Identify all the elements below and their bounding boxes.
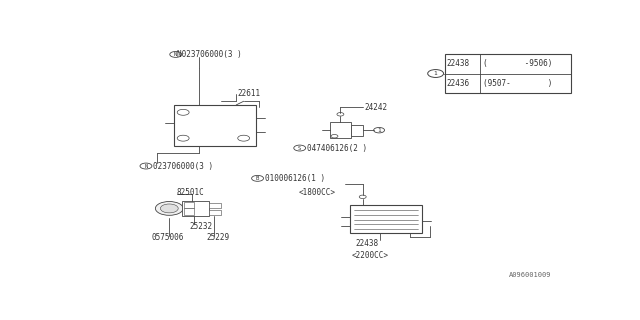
Text: 22611: 22611	[237, 89, 261, 98]
Circle shape	[237, 135, 250, 141]
Text: N: N	[174, 52, 177, 57]
Bar	[350, 205, 422, 233]
Text: 25229: 25229	[207, 234, 230, 243]
Circle shape	[337, 113, 344, 116]
Text: 22438: 22438	[355, 239, 378, 248]
Text: 22438: 22438	[447, 60, 470, 68]
Text: N023706000(3 ): N023706000(3 )	[177, 50, 241, 59]
Text: (        -9506): ( -9506)	[483, 60, 552, 68]
Circle shape	[170, 52, 182, 57]
Bar	[209, 210, 221, 215]
Bar	[330, 122, 351, 138]
Text: <1800CC>: <1800CC>	[298, 188, 335, 197]
Text: 1: 1	[434, 71, 438, 76]
Text: 25232: 25232	[189, 222, 212, 231]
Text: 22436: 22436	[447, 78, 470, 88]
Text: <2200CC>: <2200CC>	[352, 251, 389, 260]
Circle shape	[177, 109, 189, 115]
Circle shape	[374, 127, 385, 133]
Text: 1: 1	[377, 128, 381, 133]
Text: N: N	[145, 164, 148, 169]
Bar	[184, 202, 194, 208]
Text: A096001009: A096001009	[509, 272, 552, 278]
Circle shape	[331, 134, 338, 138]
Text: 023706000(3 ): 023706000(3 )	[154, 162, 214, 171]
Text: 24242: 24242	[364, 103, 387, 112]
Bar	[209, 204, 221, 208]
Bar	[174, 105, 256, 146]
Text: 0575006: 0575006	[152, 234, 184, 243]
Circle shape	[177, 135, 189, 141]
Bar	[184, 208, 194, 215]
Text: B: B	[256, 176, 259, 181]
Text: 047406126(2 ): 047406126(2 )	[307, 144, 367, 153]
Circle shape	[294, 145, 306, 151]
Circle shape	[156, 202, 183, 215]
Circle shape	[428, 69, 444, 77]
Circle shape	[161, 204, 178, 213]
Circle shape	[252, 175, 264, 181]
Text: 010006126(1 ): 010006126(1 )	[265, 174, 325, 183]
Circle shape	[359, 195, 366, 198]
Text: (9507-        ): (9507- )	[483, 78, 552, 88]
Bar	[351, 124, 363, 136]
Text: 82501C: 82501C	[177, 188, 204, 197]
Circle shape	[140, 163, 152, 169]
Bar	[182, 201, 209, 216]
Text: S: S	[298, 146, 301, 150]
Bar	[445, 54, 571, 92]
